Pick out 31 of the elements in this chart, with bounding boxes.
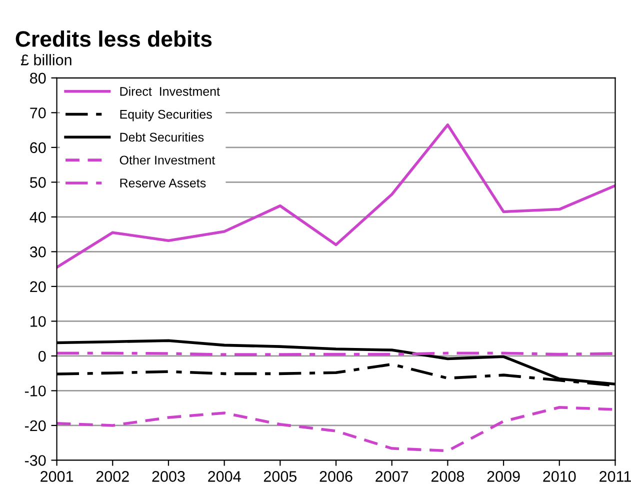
y-tick-label: -20 [24,420,46,432]
y-tick-label: 40 [30,212,46,223]
legend-label: Equity Securities [120,110,212,122]
y-tick-label: 10 [30,316,46,327]
y-tick-label: 60 [30,142,46,154]
y-tick-label: 30 [30,246,46,258]
y-tick-label: 70 [30,108,46,118]
y-tick-label: -30 [24,455,46,466]
line-series [56,123,616,269]
y-axis-title: £ billion [20,54,72,66]
x-tick-label: 2008 [431,471,464,482]
x-tick-label: 2001 [40,471,74,482]
y-tick-label: -10 [24,386,46,396]
x-tick-label: 2010 [543,471,576,482]
x-tick-label: 2011 [600,471,631,482]
x-tick-label: 2005 [264,471,297,482]
legend-label: Direct Investment [120,86,220,96]
y-tick-label: 20 [30,281,46,292]
y-tick-label: 0 [38,350,46,362]
chart-title: Credits less debits [16,30,212,47]
y-tick-label: 50 [30,177,46,188]
x-tick-label: 2002 [96,471,129,482]
x-tick-label: 2009 [487,471,520,482]
legend-label: Other Investment [120,155,216,165]
legend-label: Reserve Assets [120,178,206,188]
x-tick-label: 2007 [376,471,408,482]
x-tick-label: 2006 [320,471,352,482]
x-tick-label: 2003 [152,471,185,482]
y-tick-label: 80 [30,72,46,84]
x-tick-label: 2004 [208,471,241,482]
legend-label: Debt Securities [120,132,204,142]
